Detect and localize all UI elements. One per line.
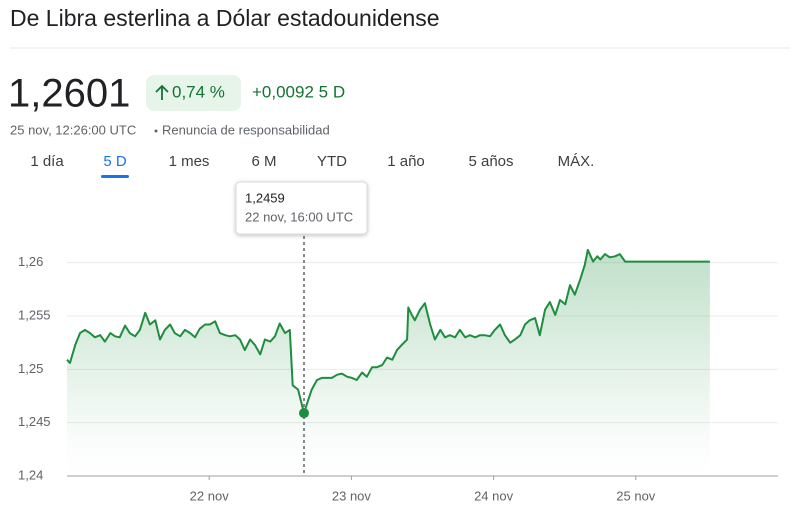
- change-badge: [146, 75, 241, 111]
- hover-point: [299, 408, 309, 419]
- area: [67, 249, 710, 476]
- range-tab[interactable]: YTD: [317, 153, 347, 170]
- y-tick-label: 1,26: [18, 254, 43, 269]
- range-tab[interactable]: 6 M: [251, 153, 276, 170]
- range-tab[interactable]: 1 año: [387, 153, 425, 170]
- price: 1,2601: [8, 72, 130, 116]
- x-tick-label: 25 nov: [616, 488, 656, 503]
- range-tab[interactable]: MÁX.: [558, 153, 595, 170]
- separator-dot: [154, 129, 158, 133]
- y-tick-label: 1,24: [18, 467, 43, 482]
- range-tab[interactable]: 1 mes: [169, 153, 210, 170]
- range-tabs: 1 día 5 D 1 mes 6 M YTD 1 año 5 años MÁX.: [30, 153, 594, 178]
- plot: 1,24 1,245 1,25 1,255 1,26 22 nov 23 nov 24 nov…: [18, 181, 778, 503]
- y-tick-label: 1,25: [18, 361, 43, 376]
- tooltip-box: [235, 181, 368, 235]
- change-percent: 0,74 %: [172, 82, 225, 101]
- range-tab[interactable]: 1 día: [30, 153, 64, 170]
- range-tab[interactable]: 5 D: [103, 153, 127, 170]
- range-tab[interactable]: 5 años: [468, 153, 513, 170]
- disclaimer[interactable]: Renuncia de responsabilidad: [162, 122, 330, 137]
- price-line: [66, 248, 710, 415]
- x-tick-label: 23 nov: [332, 488, 372, 503]
- y-tick-label: 1,255: [18, 307, 51, 322]
- chart-title: De Libra esterlina a Dólar estadounidens…: [10, 5, 440, 31]
- x-tick-label: 22 nov: [190, 488, 230, 503]
- timestamp: 25 nov, 12:26:00 UTC: [10, 122, 136, 137]
- active-tab-underline: [101, 175, 129, 178]
- tooltip-value: 1,2459: [245, 190, 285, 205]
- change-abs: +0,0092 5 D: [252, 82, 345, 101]
- y-tick-label: 1,245: [18, 414, 51, 429]
- tooltip-date: 22 nov, 16:00 UTC: [245, 209, 353, 224]
- x-tick-label: 24 nov: [474, 488, 514, 503]
- up-arrow: [155, 84, 169, 100]
